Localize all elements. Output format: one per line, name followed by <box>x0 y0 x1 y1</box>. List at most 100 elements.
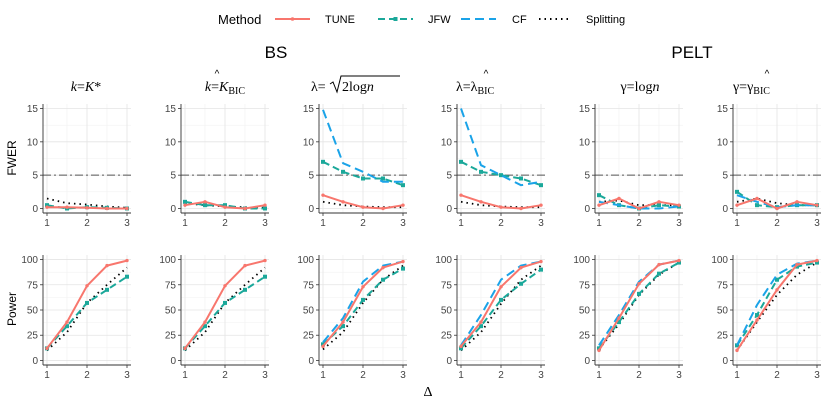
legend-title: Method <box>218 12 261 27</box>
point-tune <box>459 344 463 349</box>
point-jfw <box>519 176 523 181</box>
panel-title-6: γ=γBIC ^ <box>732 69 770 97</box>
y-tick-label: 10 <box>27 137 39 148</box>
point-tune <box>361 285 365 289</box>
row-label-fwer: FWER <box>5 140 19 176</box>
point-tune <box>321 193 325 197</box>
y-tick-label: 0 <box>446 356 452 367</box>
series-cf <box>322 109 403 183</box>
y-tick-label: 0 <box>170 356 176 367</box>
legend: Method TUNE JFW CF Splitting <box>218 12 625 27</box>
y-tick-label: 10 <box>717 137 729 148</box>
point-jfw <box>519 281 523 286</box>
y-tick-label: 75 <box>717 280 729 291</box>
power-panel-5: 0 25 50 75 100 1 2 3 <box>573 255 683 381</box>
y-tick-label: 100 <box>573 255 590 266</box>
point-tune <box>479 320 483 324</box>
legend-label-splitting: Splitting <box>586 14 625 26</box>
point-tune <box>203 320 207 324</box>
x-tick-label: 2 <box>222 370 228 381</box>
panel-title-5: γ=logn <box>620 80 660 95</box>
series-jfw <box>598 194 680 210</box>
y-tick-label: 25 <box>27 331 39 342</box>
point-jfw <box>105 287 109 292</box>
series-cf <box>736 259 818 346</box>
x-tick-label: 2 <box>774 218 780 229</box>
point-jfw <box>479 169 483 174</box>
x-tick-label: 1 <box>596 370 602 381</box>
power-panel-2: 0 25 50 75 100 1 2 3 <box>159 255 269 381</box>
point-tune <box>183 346 187 351</box>
point-tune <box>617 196 621 201</box>
x-tick-label: 2 <box>360 370 366 381</box>
x-tick-label: 2 <box>636 370 642 381</box>
point-jfw <box>183 199 187 204</box>
point-jfw <box>341 324 345 329</box>
point-jfw <box>203 203 207 208</box>
x-tick-label: 1 <box>320 218 326 229</box>
point-jfw <box>735 343 739 348</box>
y-tick-label: 100 <box>435 255 452 266</box>
point-jfw <box>657 203 661 208</box>
x-tick-label: 3 <box>400 218 406 229</box>
y-tick-label: 0 <box>722 204 728 215</box>
y-tick-label: 50 <box>165 306 177 317</box>
point-tune <box>735 203 739 207</box>
x-tick-label: 2 <box>498 370 504 381</box>
panel-title-4-hat: ^ <box>484 69 489 80</box>
point-jfw <box>321 342 325 347</box>
series-cf <box>322 260 404 343</box>
series-jfw <box>736 261 818 346</box>
y-tick-label: 15 <box>717 104 729 115</box>
power-panel-1: 0 25 50 75 100 1 2 3 <box>21 255 131 381</box>
y-tick-label: 0 <box>722 356 728 367</box>
point-tune <box>499 285 503 289</box>
point-tune <box>755 318 759 322</box>
point-tune <box>381 206 385 211</box>
point-tune <box>519 206 523 211</box>
point-tune <box>775 288 779 292</box>
x-tick-label: 3 <box>262 218 268 229</box>
point-jfw <box>263 206 267 211</box>
y-tick-label: 50 <box>27 306 39 317</box>
fwer-panel-5: 0 5 10 15 1 2 3 <box>579 104 683 229</box>
point-tune <box>597 203 601 207</box>
point-jfw <box>203 324 207 329</box>
fwer-panel-2: 0 5 10 15 1 2 3 <box>165 104 269 229</box>
y-tick-label: 75 <box>579 280 591 291</box>
point-jfw <box>321 159 325 164</box>
point-tune <box>499 205 503 209</box>
point-tune <box>125 258 129 263</box>
group-title-bs: BS <box>265 43 288 62</box>
point-tune <box>657 200 661 204</box>
y-tick-label: 0 <box>584 356 590 367</box>
point-jfw <box>45 203 49 208</box>
y-tick-label: 0 <box>446 204 452 215</box>
legend-label-cf: CF <box>512 14 527 26</box>
point-tune <box>815 203 819 207</box>
y-tick-label: 10 <box>303 137 315 148</box>
series-jfw <box>460 160 542 187</box>
point-tune <box>45 346 49 351</box>
y-tick-label: 10 <box>165 137 177 148</box>
x-tick-label: 1 <box>320 370 326 381</box>
point-tune <box>85 284 89 288</box>
point-jfw <box>479 324 483 329</box>
series-split <box>46 197 128 209</box>
x-tick-label: 3 <box>124 370 130 381</box>
point-jfw <box>539 183 543 188</box>
y-tick-label: 25 <box>717 331 729 342</box>
x-tick-label: 1 <box>182 218 188 229</box>
y-tick-label: 0 <box>170 204 176 215</box>
x-tick-label: 2 <box>360 218 366 229</box>
panel-title-1: k=K* <box>71 80 101 95</box>
panel-title-3-radicand: 2logn <box>342 80 374 95</box>
point-jfw <box>381 277 385 282</box>
y-tick-label: 75 <box>27 280 39 291</box>
x-tick-label: 3 <box>538 218 544 229</box>
panel-title-4-text: λ=λBIC <box>456 80 494 97</box>
group-title-pelt: PELT <box>671 43 712 62</box>
panel-title-2-hat: ^ <box>215 69 220 80</box>
y-tick-label: 0 <box>584 204 590 215</box>
panel-title-3: λ= 2logn <box>311 75 400 95</box>
